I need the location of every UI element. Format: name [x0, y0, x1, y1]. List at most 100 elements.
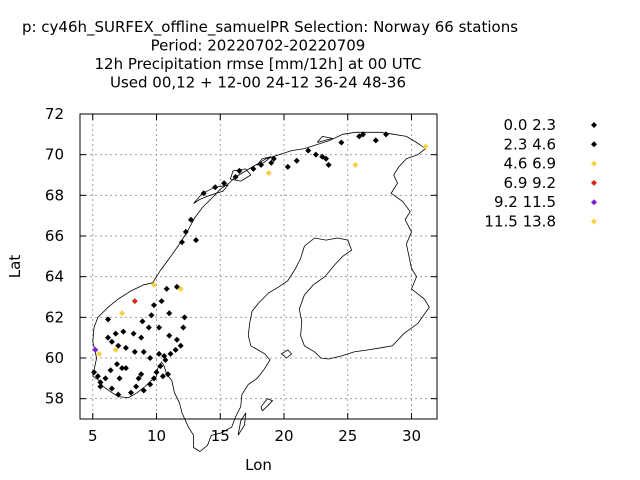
station-point: [108, 385, 115, 392]
title-line-2: Period: 20220702-20220709: [151, 37, 366, 55]
station-point: [161, 352, 168, 359]
station-point: [115, 391, 122, 398]
station-point: [107, 367, 114, 374]
station-point: [200, 190, 207, 197]
station-point: [147, 355, 154, 361]
coastline: [92, 131, 430, 452]
coastline-island: [280, 349, 293, 359]
station-point: [91, 369, 98, 376]
station-point: [145, 324, 152, 331]
station-point: [172, 346, 179, 353]
x-tick-label: 25: [338, 427, 357, 445]
station-point: [312, 151, 319, 158]
station-point: [122, 365, 129, 372]
legend-marker: [591, 179, 597, 186]
station-point: [150, 281, 157, 288]
station-point: [212, 184, 219, 191]
station-point: [293, 157, 300, 164]
station-point: [96, 350, 103, 357]
station-point: [112, 330, 119, 337]
station-point: [187, 216, 194, 223]
station-point: [177, 342, 184, 349]
station-point: [159, 373, 166, 380]
y-tick-label: 68: [45, 186, 64, 204]
coastline-island: [237, 412, 247, 436]
legend-marker: [591, 199, 597, 206]
legend-marker: [591, 160, 597, 167]
station-point: [284, 163, 291, 170]
chart-title: p: cy46h_SURFEX_offline_samuelPR Selecti…: [22, 18, 518, 92]
station-point: [105, 316, 112, 323]
x-tick-label: 10: [147, 427, 166, 445]
station-point: [131, 298, 138, 305]
station-point: [422, 143, 429, 150]
station-point: [131, 348, 138, 355]
x-tick-label: 5: [88, 427, 98, 445]
y-tick-label: 72: [45, 105, 64, 123]
station-point: [119, 310, 126, 317]
legend: 0.0 2.32.3 4.6 4.6 6.96.9 9.29.2 11.5 11.5…: [484, 116, 597, 231]
station-point: [372, 137, 379, 144]
station-point: [181, 314, 188, 321]
station-point: [166, 332, 173, 339]
station-point: [130, 330, 137, 337]
grid: [80, 113, 437, 419]
station-point: [164, 371, 171, 378]
station-point: [158, 298, 165, 305]
title-line-4: Used 00,12 + 12-00 24-12 36-24 48-36: [110, 74, 406, 92]
legend-label: 4.6 6.9: [504, 155, 556, 173]
y-tick-label: 60: [45, 349, 64, 367]
station-point: [166, 310, 173, 317]
station-point: [148, 312, 155, 319]
station-point: [270, 155, 277, 162]
station-point: [180, 324, 187, 331]
station-point: [319, 153, 326, 160]
legend-label: 6.9 9.2: [504, 174, 556, 192]
station-point: [135, 375, 142, 382]
station-point: [383, 131, 389, 138]
x-tick-label: 30: [402, 427, 421, 445]
station-point: [105, 334, 112, 341]
x-tick-label: 15: [211, 427, 230, 445]
station-point: [232, 174, 239, 181]
station-point: [108, 338, 115, 345]
title-line-3: 12h Precipitation rmse [mm/12h] at 00 UT…: [95, 55, 422, 73]
station-point: [102, 375, 109, 382]
y-axis-label: Lat: [6, 255, 24, 279]
station-point: [156, 324, 163, 331]
station-point: [173, 336, 180, 343]
station-point: [150, 375, 157, 382]
legend-marker: [591, 218, 597, 225]
coastline-island: [260, 398, 274, 412]
legend-label: 0.0 2.3: [504, 116, 556, 134]
coastline-island: [193, 184, 229, 204]
station-point: [258, 161, 265, 168]
title-line-1: p: cy46h_SURFEX_offline_samuelPR Selecti…: [22, 18, 518, 37]
station-point: [115, 342, 122, 349]
station-point: [94, 373, 101, 380]
station-point: [140, 348, 147, 355]
station-point: [147, 381, 154, 388]
station-point: [265, 169, 272, 176]
station-point: [97, 379, 104, 386]
station-point: [97, 383, 104, 390]
x-axis-label: Lon: [245, 456, 272, 474]
station-point: [179, 239, 185, 246]
station-point: [182, 228, 189, 235]
y-tick-label: 64: [45, 268, 64, 286]
legend-label: 2.3 4.6: [504, 135, 556, 153]
station-point: [352, 161, 359, 168]
legend-marker: [591, 122, 597, 128]
station-point: [133, 383, 140, 390]
station-point: [116, 375, 123, 382]
station-point: [268, 159, 275, 166]
station-point: [140, 387, 147, 394]
y-tick-label: 58: [45, 390, 64, 408]
station-point: [177, 285, 184, 292]
coastline-mainland: [92, 131, 430, 452]
station-point: [193, 237, 200, 244]
y-tick-label: 62: [45, 308, 64, 326]
legend-label: 9.2 11.5: [494, 193, 556, 211]
x-tick-label: 20: [274, 427, 293, 445]
